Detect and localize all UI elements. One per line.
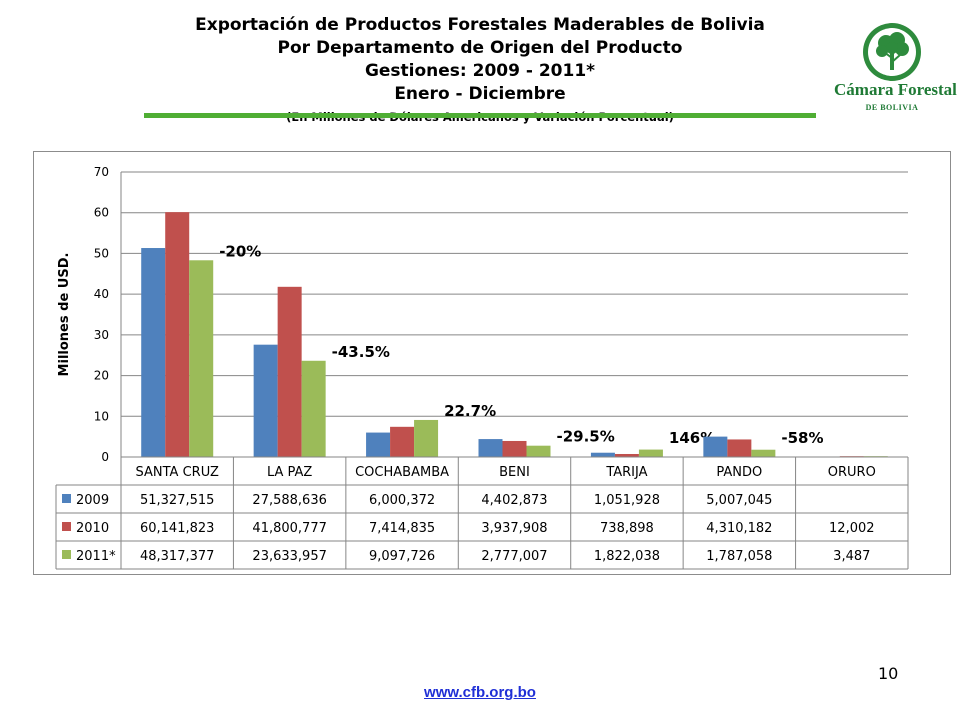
y-tick-label: 50 xyxy=(94,246,109,260)
change-annotation-la-paz: -43.5% xyxy=(332,343,390,361)
data-label-oruro-2010: 12,002 xyxy=(829,521,875,536)
change-annotation-cochabamba: 22.7% xyxy=(444,402,496,420)
bar-tarija-2009 xyxy=(590,452,615,457)
data-label-pando-2010: 4,310,182 xyxy=(706,521,772,536)
slide-title-line-4: Enero - Diciembre xyxy=(394,84,566,104)
y-tick-label: 0 xyxy=(101,450,109,464)
change-annotation-pando: -58% xyxy=(781,429,823,447)
y-tick-label: 70 xyxy=(94,165,109,179)
bar-beni-2009 xyxy=(478,439,503,457)
data-label-pando-2009: 5,007,045 xyxy=(706,493,772,508)
data-label-beni-2010: 3,937,908 xyxy=(481,521,547,536)
legend-label-2010: 2010 xyxy=(76,521,109,536)
data-label-tarija-2011: 1,822,038 xyxy=(594,549,660,564)
change-annotation-santa-cruz: -20% xyxy=(219,242,261,260)
slide-title-line-3: Gestiones: 2009 - 2011* xyxy=(364,61,596,81)
y-tick-label: 40 xyxy=(94,287,109,301)
bar-pando-2009 xyxy=(703,436,728,457)
bar-santa-cruz-2009 xyxy=(141,248,166,457)
bar-pando-2011 xyxy=(751,449,776,457)
bar-santa-cruz-2010 xyxy=(165,212,190,457)
category-label-pando: PANDO xyxy=(716,465,762,480)
bar-la-paz-2009 xyxy=(253,344,278,457)
data-label-santa-cruz-2011: 48,317,377 xyxy=(140,549,214,564)
data-label-beni-2009: 4,402,873 xyxy=(481,493,547,508)
y-tick-label: 10 xyxy=(94,409,109,423)
category-label-oruro: ORURO xyxy=(828,465,876,480)
bar-beni-2011 xyxy=(526,445,551,457)
y-tick-label: 20 xyxy=(94,369,109,383)
legend-swatch-2011 xyxy=(62,550,71,559)
data-label-santa-cruz-2009: 51,327,515 xyxy=(140,493,214,508)
website-link[interactable]: www.cfb.org.bo xyxy=(424,684,536,701)
y-tick-label: 30 xyxy=(94,328,109,342)
bar-cochabamba-2009 xyxy=(366,432,391,457)
bar-pando-2010 xyxy=(727,439,752,457)
category-label-la-paz: LA PAZ xyxy=(267,465,312,480)
bar-tarija-2010 xyxy=(614,453,639,457)
data-label-cochabamba-2011: 9,097,726 xyxy=(369,549,435,564)
legend-label-2011: 2011* xyxy=(76,549,116,564)
bar-tarija-2011 xyxy=(638,449,663,457)
data-label-tarija-2009: 1,051,928 xyxy=(594,493,660,508)
logo-name: Cámara Forestal xyxy=(834,80,957,99)
data-label-pando-2011: 1,787,058 xyxy=(706,549,772,564)
logo-subtitle: DE BOLIVIA xyxy=(865,103,919,112)
bar-la-paz-2010 xyxy=(277,286,302,457)
slide-header: Exportación de Productos Forestales Made… xyxy=(140,14,820,125)
data-label-cochabamba-2009: 6,000,372 xyxy=(369,493,435,508)
data-label-beni-2011: 2,777,007 xyxy=(481,549,547,564)
y-tick-label: 60 xyxy=(94,206,109,220)
data-label-oruro-2011: 3,487 xyxy=(833,549,870,564)
data-label-la-paz-2009: 27,588,636 xyxy=(252,493,326,508)
category-label-tarija: TARIJA xyxy=(605,465,647,480)
data-label-santa-cruz-2010: 60,141,823 xyxy=(140,521,214,536)
category-label-cochabamba: COCHABAMBA xyxy=(355,465,449,480)
legend-swatch-2009 xyxy=(62,494,71,503)
legend-swatch-2010 xyxy=(62,522,71,531)
chart-frame: 0 10 20 30 40 50 60 70 Millones de USD. -20% -43.5… xyxy=(33,151,951,575)
bar-la-paz-2011 xyxy=(301,360,326,457)
camara-forestal-logo: Cámara Forestal DE BOLIVIA xyxy=(834,22,957,122)
bar-cochabamba-2011 xyxy=(414,419,439,457)
title-divider xyxy=(144,113,816,118)
category-label-beni: BENI xyxy=(499,465,530,480)
bar-santa-cruz-2011 xyxy=(189,260,214,457)
change-annotation-beni: -29.5% xyxy=(557,428,615,446)
bar-chart: 0 10 20 30 40 50 60 70 Millones de USD. -20% -43.5… xyxy=(55,165,909,570)
legend-label-2009: 2009 xyxy=(76,493,109,508)
tree-logo-icon xyxy=(863,23,921,81)
data-label-cochabamba-2010: 7,414,835 xyxy=(369,521,435,536)
data-label-la-paz-2011: 23,633,957 xyxy=(252,549,326,564)
page-number: 10 xyxy=(878,664,899,683)
data-label-tarija-2010: 738,898 xyxy=(600,521,654,536)
y-axis-label: Millones de USD. xyxy=(57,253,72,377)
category-label-santa-cruz: SANTA CRUZ xyxy=(136,465,219,480)
data-label-la-paz-2010: 41,800,777 xyxy=(252,521,326,536)
bar-cochabamba-2010 xyxy=(390,426,415,457)
slide-title-line-1: Exportación de Productos Forestales Made… xyxy=(195,15,765,35)
bar-beni-2010 xyxy=(502,440,527,457)
slide-title-line-2: Por Departamento de Origen del Producto xyxy=(277,38,683,58)
